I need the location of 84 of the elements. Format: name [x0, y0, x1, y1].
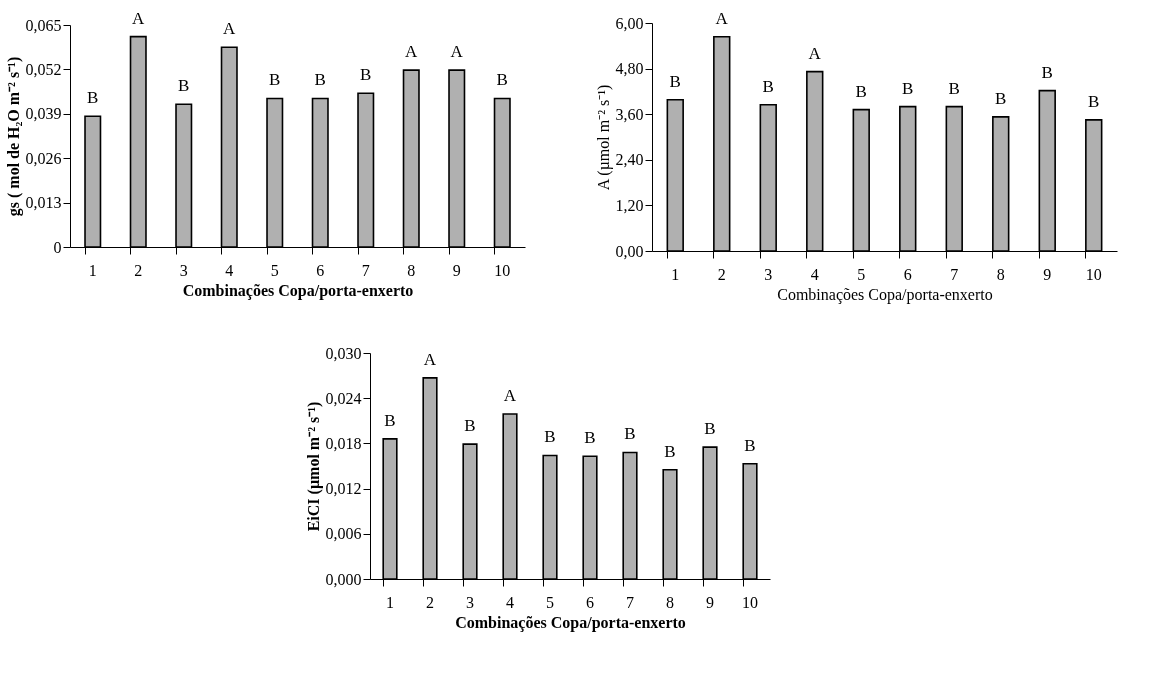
annotation: B: [855, 81, 867, 101]
x-tick-label: 2: [134, 261, 143, 279]
x-tick-label: 9: [706, 593, 714, 611]
annotation: B: [902, 78, 914, 98]
annotation: A: [132, 8, 146, 28]
annotation: B: [384, 410, 396, 430]
annotation: B: [544, 427, 556, 447]
x-tick-label: 5: [546, 593, 554, 611]
y-tick-label: 0,030: [325, 344, 362, 362]
annotation: B: [669, 71, 681, 91]
annotation: B: [584, 428, 596, 448]
x-tick-label: 5: [270, 261, 279, 279]
x-axis-title: Combinações Copa/porta-enxerto: [777, 285, 993, 304]
x-tick-label: 1: [671, 265, 680, 283]
annotation: B: [464, 416, 476, 436]
annotation: B: [948, 78, 960, 98]
annotation: A: [503, 386, 517, 406]
y-tick-label: 0,00: [615, 242, 644, 260]
y-tick-label: 0,012: [325, 480, 362, 498]
annotation: B: [1088, 91, 1100, 111]
y-tick-label: 0,006: [325, 525, 362, 543]
x-tick-label: 3: [179, 261, 188, 279]
y-tick-label: 0,026: [25, 149, 62, 167]
x-tick-label: 7: [626, 593, 634, 611]
y-tick-label: 0,000: [325, 570, 362, 588]
x-tick-label: 3: [466, 593, 474, 611]
y-axis-title: EiCI (µmol m⁻² s⁻¹): [304, 401, 323, 532]
x-tick-label: 1: [386, 593, 394, 611]
x-tick-label: 4: [810, 265, 819, 283]
x-tick-label: 8: [407, 261, 416, 279]
x-tick-label: 4: [506, 593, 514, 611]
y-tick-label: 4,80: [615, 60, 644, 78]
x-tick-label: 6: [316, 261, 325, 279]
x-tick-label: 5: [857, 265, 866, 283]
annotation: A: [808, 43, 822, 63]
y-tick-label: 1,20: [615, 196, 644, 214]
annotation: B: [762, 76, 774, 96]
annotation: A: [223, 19, 237, 39]
x-tick-label: 6: [586, 593, 594, 611]
annotation: B: [496, 70, 508, 90]
annotation: B: [624, 424, 636, 444]
annotation: B: [704, 419, 716, 439]
y-axis-title: gs ( mol de H₂O m⁻² s⁻¹): [4, 56, 23, 217]
y-tick-label: 2,40: [615, 151, 644, 169]
annotation: B: [744, 435, 756, 455]
annotation: B: [995, 88, 1007, 108]
y-axis-title: A (µmol m⁻² s⁻¹): [594, 84, 613, 191]
x-tick-label: 10: [742, 593, 758, 611]
x-axis-title: Combinações Copa/porta-enxerto: [455, 613, 686, 632]
x-tick-label: 10: [494, 261, 511, 279]
x-tick-label: 9: [452, 261, 461, 279]
annotation: A: [450, 42, 464, 62]
y-tick-label: 0: [53, 238, 62, 256]
annotation: B: [360, 65, 372, 85]
y-tick-label: 0,024: [325, 389, 362, 407]
y-tick-label: 3,60: [615, 105, 644, 123]
x-tick-label: 10: [1085, 265, 1102, 283]
x-tick-label: 6: [903, 265, 912, 283]
annotation: A: [405, 42, 419, 62]
annotation: B: [314, 70, 326, 90]
annotation: B: [269, 70, 281, 90]
annotation: B: [87, 88, 99, 108]
annotation: B: [664, 441, 676, 461]
annotation: B: [1041, 62, 1053, 82]
y-tick-label: 6,00: [615, 14, 644, 32]
y-tick-label: 0,018: [325, 434, 362, 452]
x-tick-label: 8: [996, 265, 1005, 283]
x-tick-label: 9: [1043, 265, 1052, 283]
x-axis-title: Combinações Copa/porta-enxerto: [182, 281, 414, 300]
x-tick-label: 2: [426, 593, 434, 611]
x-tick-label: 1: [88, 261, 97, 279]
x-tick-label: 4: [225, 261, 234, 279]
x-tick-label: 2: [717, 265, 726, 283]
y-tick-label: 0,013: [25, 194, 62, 212]
annotation: B: [178, 76, 190, 96]
x-tick-label: 7: [950, 265, 959, 283]
x-tick-label: 7: [361, 261, 370, 279]
y-tick-label: 0,039: [25, 105, 62, 123]
y-tick-label: 0,052: [25, 60, 62, 78]
annotation: A: [715, 8, 729, 28]
x-tick-label: 8: [666, 593, 674, 611]
y-tick-label: 0,065: [25, 16, 62, 34]
x-tick-label: 3: [764, 265, 773, 283]
annotation: A: [423, 349, 437, 369]
